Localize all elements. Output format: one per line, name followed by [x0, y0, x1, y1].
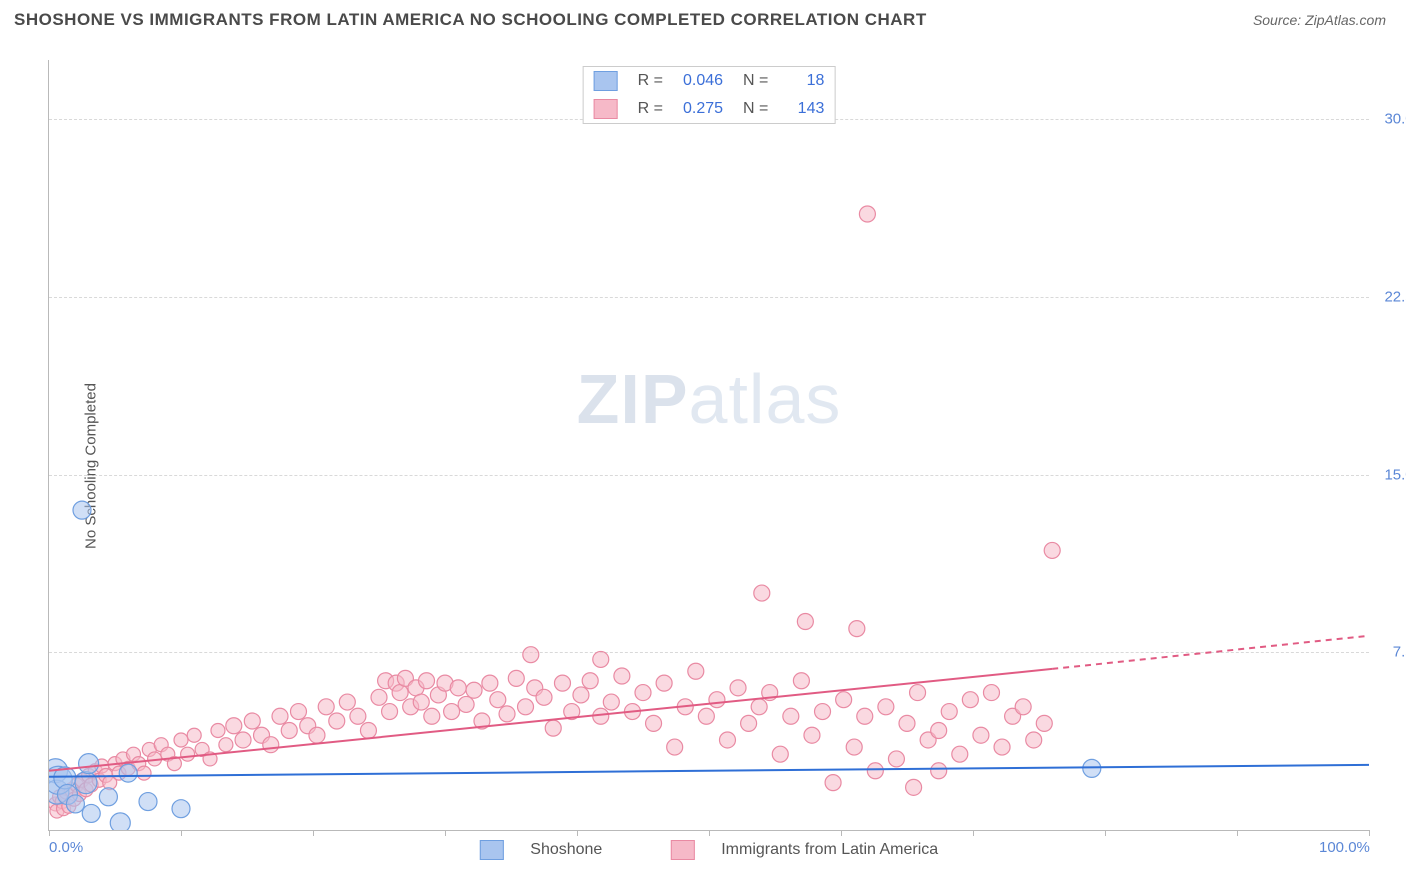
x-tick-label: 100.0% [1319, 839, 1370, 856]
x-tick [709, 830, 710, 836]
x-tick [841, 830, 842, 836]
chart-title: SHOSHONE VS IMMIGRANTS FROM LATIN AMERIC… [14, 10, 927, 30]
chart-container: No Schooling Completed ZIPatlas R = 0.04… [0, 40, 1406, 892]
r-value-latin: 0.275 [673, 95, 733, 123]
x-tick [181, 830, 182, 836]
legend-label-shoshone: Shoshone [530, 841, 602, 858]
r-value-shoshone: 0.046 [673, 67, 733, 95]
trend-line [49, 765, 1369, 777]
y-tick-label: 7.5% [1373, 644, 1406, 661]
legend-row-latin: R = 0.275 N = 143 [584, 95, 835, 123]
swatch-shoshone-bottom [480, 840, 504, 860]
swatch-shoshone [594, 71, 618, 91]
legend-label-latin: Immigrants from Latin America [721, 841, 938, 858]
correlation-legend: R = 0.046 N = 18 R = 0.275 N = 143 [583, 66, 836, 124]
legend-row-shoshone: R = 0.046 N = 18 [584, 67, 835, 95]
n-value-shoshone: 18 [778, 67, 834, 95]
x-tick [1105, 830, 1106, 836]
series-legend: Shoshone Immigrants from Latin America [448, 840, 970, 860]
x-tick [577, 830, 578, 836]
x-tick [49, 830, 50, 836]
trend-lines [49, 60, 1369, 830]
legend-item-shoshone: Shoshone [464, 841, 623, 858]
y-tick-label: 22.5% [1373, 288, 1406, 305]
legend-item-latin: Immigrants from Latin America [655, 841, 954, 858]
n-value-latin: 143 [778, 95, 834, 123]
x-tick [1237, 830, 1238, 836]
x-tick-label: 0.0% [49, 839, 83, 856]
swatch-latin-bottom [671, 840, 695, 860]
y-tick-label: 30.0% [1373, 111, 1406, 128]
trend-line [49, 669, 1052, 771]
x-tick [973, 830, 974, 836]
x-tick [1369, 830, 1370, 836]
source-attribution: Source: ZipAtlas.com [1253, 12, 1386, 28]
x-tick [445, 830, 446, 836]
swatch-latin [594, 99, 618, 119]
plot-area: ZIPatlas R = 0.046 N = 18 R = 0.275 N = … [48, 60, 1369, 831]
x-tick [313, 830, 314, 836]
y-tick-label: 15.0% [1373, 466, 1406, 483]
trend-line [1052, 636, 1369, 669]
